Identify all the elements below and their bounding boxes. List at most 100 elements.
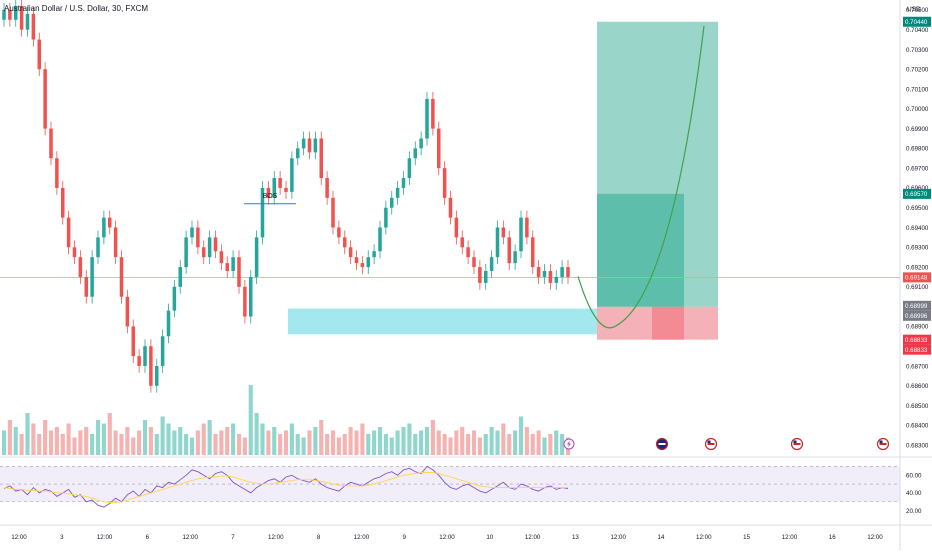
volume-bar [272,427,277,455]
volume-bar [442,434,447,455]
volume-bar [554,430,559,455]
volume-bar [260,423,265,455]
volume-bar [189,437,195,455]
volume-bar [207,420,212,455]
volume-bar [19,434,24,455]
us-flag-icon-stripe [707,443,715,445]
volume-bar [536,430,541,455]
volume-bar [184,434,189,455]
candle-body [301,138,306,149]
flag-icon-stripe [658,443,666,445]
volume-bar [524,427,529,455]
volume-bar [377,427,383,455]
rsi-line [3,465,569,508]
price-tick-label: 0.69700 [906,165,929,172]
stop-badge [903,334,931,345]
candle-body [31,13,36,40]
candle-body [389,197,394,208]
candle-body [260,187,265,238]
candle-body [8,9,12,20]
volume-bar [195,430,200,455]
price-tick-label: 0.69100 [906,284,929,291]
price-tick-label: 0.69400 [906,225,929,232]
candle-body [107,217,112,228]
volume-bar [242,437,247,455]
time-tick-label: 7 [231,534,235,541]
price-tick-label: 0.68500 [906,403,929,410]
candle-body [49,128,53,159]
volume-bar [37,434,42,455]
rsi-tick-label: 60.00 [906,473,922,480]
demand-zone [288,308,597,335]
candle-body [113,227,118,258]
volume-bar [489,427,494,455]
chart-title: Australian Dollar / U.S. Dollar, 30, FXC… [4,4,149,13]
time-tick-label: 12:00 [268,534,284,541]
volume-bar [107,413,112,455]
volume-bar [1,430,7,455]
stop-loss-zone-inner [652,306,684,340]
volume-bar [501,423,506,455]
candle-body [184,237,188,268]
flag-icon-canton [658,440,662,443]
entry-badge-2-text: 0.68996 [905,313,928,320]
volume-bar [372,430,377,455]
volume-bar [518,416,524,455]
candle-body [60,187,65,218]
us-flag-icon-canton [793,440,797,443]
stop-badge-text: 0.68833 [905,337,928,344]
time-tick-label: 12:00 [610,534,626,541]
volume-bar [7,420,12,455]
candle-body [507,237,512,264]
price-tick-label: 0.69600 [906,185,929,192]
time-tick-label: 12:00 [354,534,370,541]
time-tick-label: 14 [658,534,665,541]
volume-bar [236,434,242,455]
volume-bar [54,427,59,455]
candle-body [436,128,441,169]
entry-zone [597,193,684,307]
volume-bar [430,420,435,455]
time-tick-label: 12:00 [182,534,198,541]
volume-bar [383,434,388,455]
time-tick-label: 6 [146,534,150,541]
price-tick-label: 0.68700 [906,363,929,370]
last-price-badge [903,272,931,283]
volume-bar [231,423,236,455]
volume-bar [560,434,565,455]
time-tick-label: 13 [572,534,579,541]
volume-bar [160,416,165,455]
candle-body [313,138,318,153]
volume-bar [119,434,124,455]
volume-bar [348,427,353,455]
volume-bar [154,434,159,455]
candle-body [2,9,6,20]
candle-body [337,227,341,238]
candle-body [342,237,347,248]
price-tick-label: 0.68400 [906,423,929,430]
overlays: BOS [244,25,705,329]
time-tick-label: 15 [743,534,750,541]
price-tick-label: 0.70300 [906,47,929,54]
volume-bar [477,437,482,455]
stop-badge-2 [903,344,931,355]
volume-bar [13,427,18,455]
candle-body [237,257,241,287]
volume-bar [31,423,36,455]
time-tick-label: 12:00 [439,534,455,541]
volume-bar [95,420,101,455]
candle-body [196,227,200,248]
volume-bar [401,427,406,455]
volume-bar [137,430,142,455]
volume-bar [25,413,30,455]
candle-body [495,227,500,258]
price-tick-label: 0.68300 [906,442,929,449]
volume-bar [148,427,153,455]
projection-curve [577,25,705,329]
candle-body [519,217,523,252]
price-tick-label: 0.70400 [906,27,929,34]
candle-body [548,271,553,283]
volume-bar [407,423,412,455]
